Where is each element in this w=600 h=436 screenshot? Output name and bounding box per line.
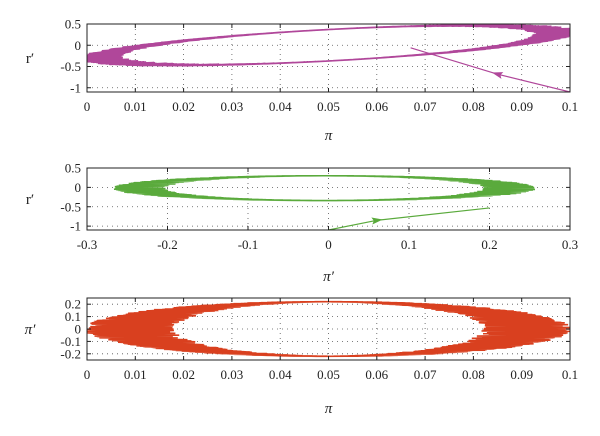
x-tick-label: 0.08 — [462, 367, 485, 382]
y-tick-label: 0.1 — [65, 309, 81, 324]
series-trajectory — [87, 24, 570, 67]
y-axis-label: r′ — [26, 51, 34, 67]
x-tick-label: 0 — [325, 237, 332, 252]
y-tick-label: -0.5 — [60, 199, 81, 214]
y-axis-label: r′ — [26, 192, 34, 208]
y-tick-label: 0 — [75, 322, 82, 337]
x-tick-label: 0.1 — [401, 237, 417, 252]
y-axis-label: π′ — [25, 322, 37, 338]
x-tick-label: 0.09 — [510, 99, 533, 114]
x-tick-label: 0.07 — [414, 367, 437, 382]
x-tick-label: 0.07 — [414, 99, 437, 114]
x-tick-label: 0.03 — [221, 99, 244, 114]
x-tick-label: 0.06 — [365, 99, 388, 114]
x-tick-label: -0.3 — [77, 237, 98, 252]
x-tick-label: 0.04 — [269, 99, 292, 114]
x-tick-label: 0.04 — [269, 367, 292, 382]
x-tick-label: -0.1 — [238, 237, 259, 252]
y-tick-label: 0.2 — [65, 297, 81, 312]
y-tick-label: -0.5 — [60, 59, 81, 74]
x-tick-label: 0 — [84, 99, 91, 114]
direction-arrow — [371, 217, 383, 225]
x-tick-label: 0.1 — [562, 367, 578, 382]
x-tick-label: 0.2 — [481, 237, 497, 252]
x-axis-label: π′ — [323, 269, 335, 285]
direction-arrow — [491, 72, 504, 79]
y-tick-label: -0.1 — [60, 334, 81, 349]
x-tick-label: 0.02 — [172, 367, 195, 382]
x-tick-label: 0.05 — [317, 367, 340, 382]
y-tick-label: -1 — [70, 80, 81, 95]
y-tick-label: -1 — [70, 219, 81, 234]
x-tick-label: 0.03 — [221, 367, 244, 382]
series-transient — [410, 47, 570, 92]
y-tick-label: 0.5 — [65, 161, 81, 176]
x-tick-label: 0.08 — [462, 99, 485, 114]
x-tick-label: 0.05 — [317, 99, 340, 114]
x-tick-label: 0.02 — [172, 99, 195, 114]
series-trajectory — [113, 174, 536, 202]
y-tick-label: 0.5 — [65, 17, 81, 32]
x-tick-label: 0.3 — [562, 237, 578, 252]
x-tick-label: 0.01 — [124, 367, 147, 382]
x-tick-label: 0 — [84, 367, 91, 382]
x-tick-label: 0.1 — [562, 99, 578, 114]
chart-panel-3: 0 0.01 0.02 0.03 0.04 0.05 0.06 0.07 0.08 0.09 0.1… — [25, 297, 579, 417]
y-tick-label: 0 — [75, 180, 82, 195]
x-tick-label: -0.2 — [157, 237, 178, 252]
x-axis-label: π — [325, 128, 333, 144]
y-tick-label: -0.2 — [60, 346, 81, 361]
x-tick-label: 0.06 — [365, 367, 388, 382]
x-axis-label: π — [325, 401, 333, 417]
chart-panel-2: -0.3 -0.2 -0.1 0 0.1 0.2 0.3 0.5 0 -0.5 -1 π′ r′ — [26, 161, 578, 286]
x-tick-label: 0.09 — [510, 367, 533, 382]
x-tick-label: 0.01 — [124, 99, 147, 114]
chart-panel-1: 0 0.01 0.02 0.03 0.04 0.05 0.06 0.07 0.08 0.09 0.1… — [26, 17, 578, 145]
y-tick-label: 0 — [75, 38, 82, 53]
